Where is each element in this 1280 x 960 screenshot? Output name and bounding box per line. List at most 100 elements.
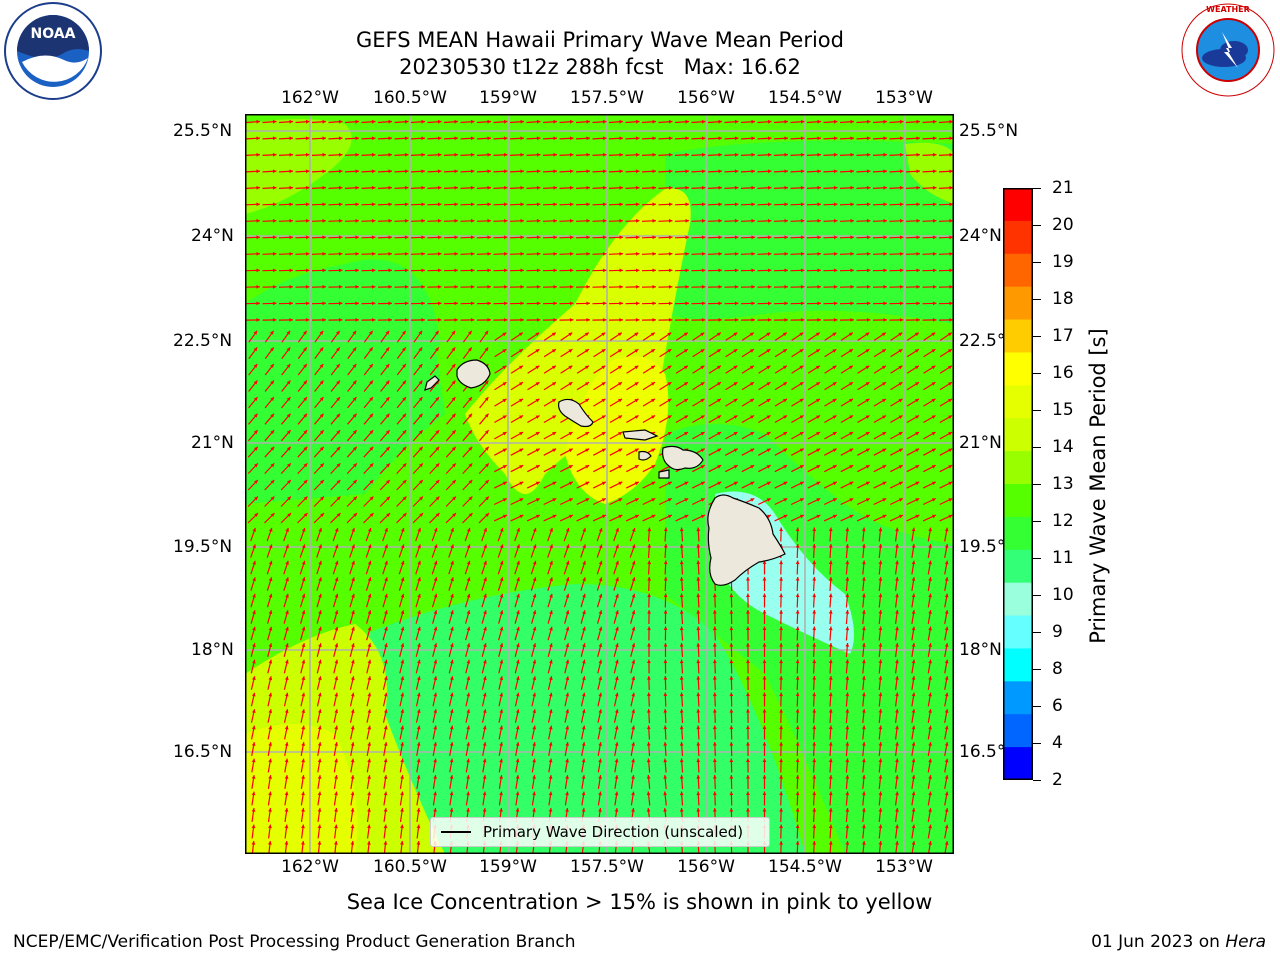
wave-arrow [560, 348, 573, 358]
wave-arrow [646, 758, 651, 773]
wave-arrow [629, 577, 636, 591]
wave-arrow [514, 610, 520, 624]
wave-arrow [580, 610, 586, 624]
wave-arrow [614, 741, 619, 757]
wave-arrow [758, 448, 771, 456]
wave-arrow [465, 692, 471, 707]
wave-arrow [493, 285, 508, 289]
wave-arrow [625, 318, 640, 322]
lat-label-left: 25.5°N [173, 121, 233, 141]
wave-arrow [580, 643, 586, 657]
wave-arrow [415, 577, 421, 591]
wave-arrow [382, 643, 388, 657]
wave-arrow [746, 758, 750, 773]
wave-arrow [873, 348, 887, 358]
wave-arrow [278, 318, 294, 322]
wave-arrow [478, 496, 490, 507]
wave-arrow [692, 365, 705, 374]
wave-arrow [927, 675, 932, 691]
wave-arrow [412, 512, 424, 524]
wave-arrow [839, 235, 855, 240]
wave-arrow [609, 431, 623, 440]
wave-arrow [349, 560, 355, 575]
wave-arrow [922, 268, 937, 273]
wave-arrow [377, 136, 393, 141]
map-svg [245, 114, 954, 854]
wave-arrow [927, 807, 932, 823]
wave-arrow [592, 119, 607, 124]
wave-arrow [299, 560, 306, 575]
wave-arrow [363, 429, 374, 442]
wave-arrow [746, 626, 750, 641]
wave-arrow [465, 791, 470, 806]
wave-arrow [923, 448, 936, 456]
wave-arrow [845, 758, 850, 773]
wave-arrow [460, 202, 475, 207]
wave-arrow [313, 496, 325, 507]
wave-arrow [906, 381, 920, 391]
wave-arrow [349, 676, 355, 690]
wave-arrow [394, 119, 409, 124]
wave-arrow [333, 709, 339, 723]
wave-arrow [262, 185, 277, 190]
wave-arrow [873, 332, 887, 341]
wave-arrow [795, 824, 800, 839]
wave-arrow [873, 398, 887, 407]
wave-arrow [446, 413, 456, 425]
wave-arrow [757, 152, 772, 157]
wave-arrow [757, 285, 772, 289]
wave-arrow [862, 626, 866, 641]
wave-arrow [675, 514, 689, 522]
wave-arrow [350, 791, 355, 806]
wave-arrow [262, 202, 277, 207]
wave-arrow [674, 202, 690, 207]
wave-arrow [806, 318, 822, 322]
wave-arrow [548, 758, 553, 773]
wave-arrow [856, 514, 871, 522]
wave-arrow [311, 152, 327, 157]
wave-arrow [911, 626, 916, 641]
wave-arrow [251, 808, 256, 822]
wave-arrow [592, 268, 607, 273]
wave-arrow [383, 741, 388, 757]
wave-arrow [415, 544, 421, 558]
wave-arrow [911, 775, 916, 789]
colorbar-tick-label: 9 [1052, 622, 1063, 642]
colorbar-swatch [1003, 418, 1033, 452]
wave-arrow [839, 136, 855, 141]
wave-arrow [824, 448, 837, 456]
wave-arrow [873, 431, 887, 440]
wave-arrow [724, 202, 739, 207]
wave-arrow [316, 709, 322, 723]
wave-arrow [509, 185, 525, 190]
wave-arrow [248, 396, 258, 409]
wave-arrow [264, 512, 275, 524]
wave-arrow [944, 593, 949, 608]
wave-arrow [757, 318, 772, 322]
wave-arrow [758, 381, 771, 391]
wave-arrow [593, 448, 606, 456]
wave-arrow [328, 252, 343, 256]
wave-arrow [299, 577, 306, 591]
wave-arrow [641, 235, 657, 240]
wave-arrow [758, 365, 771, 374]
wave-arrow [905, 235, 921, 240]
wave-arrow [824, 431, 837, 440]
wave-arrow [906, 431, 920, 440]
wave-arrow [497, 560, 504, 575]
wave-arrow [543, 514, 557, 522]
wave-arrow [663, 626, 668, 641]
wave-arrow [889, 318, 904, 322]
wave-arrow [807, 398, 821, 407]
wave-arrow [526, 169, 541, 174]
wave-arrow [712, 725, 717, 740]
wave-arrow [543, 398, 557, 407]
wave-arrow [712, 609, 717, 625]
wave-arrow [333, 758, 338, 773]
wave-arrow [762, 659, 767, 674]
wave-arrow [317, 725, 322, 740]
wave-arrow [300, 791, 305, 806]
lat-label-left: 18°N [191, 640, 234, 660]
wave-arrow [658, 152, 673, 157]
wave-arrow [807, 381, 821, 391]
